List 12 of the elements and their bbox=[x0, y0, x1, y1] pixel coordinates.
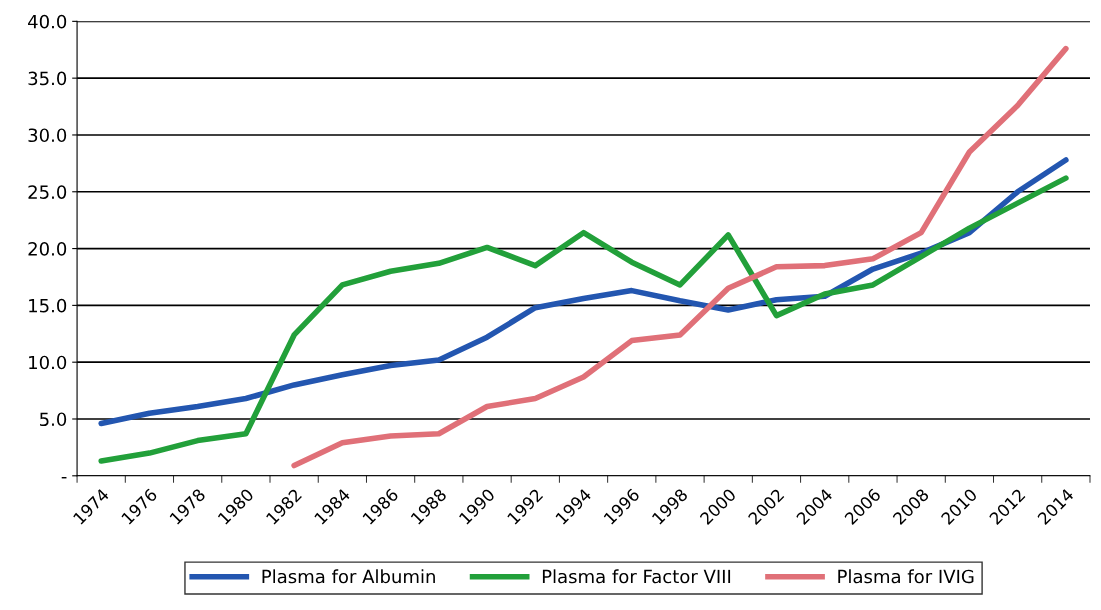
legend-label: Plasma for IVIG bbox=[838, 569, 974, 584]
legend-label: Plasma for Factor VIII bbox=[542, 569, 731, 584]
y-tick-label: 30.0 bbox=[28, 128, 67, 143]
legend-label: Plasma for Albumin bbox=[262, 569, 435, 584]
y-tick-label: 40.0 bbox=[28, 14, 67, 29]
y-tick-label: 25.0 bbox=[28, 185, 67, 199]
y-tick-label: 35.0 bbox=[28, 71, 67, 86]
y-tick-label: 15.0 bbox=[29, 298, 67, 313]
y-tick-label: 5.0 bbox=[40, 412, 67, 427]
y-tick-label: 20.0 bbox=[28, 242, 67, 256]
y-tick-label: - bbox=[61, 476, 67, 479]
y-tick-label: 10.0 bbox=[29, 355, 67, 370]
